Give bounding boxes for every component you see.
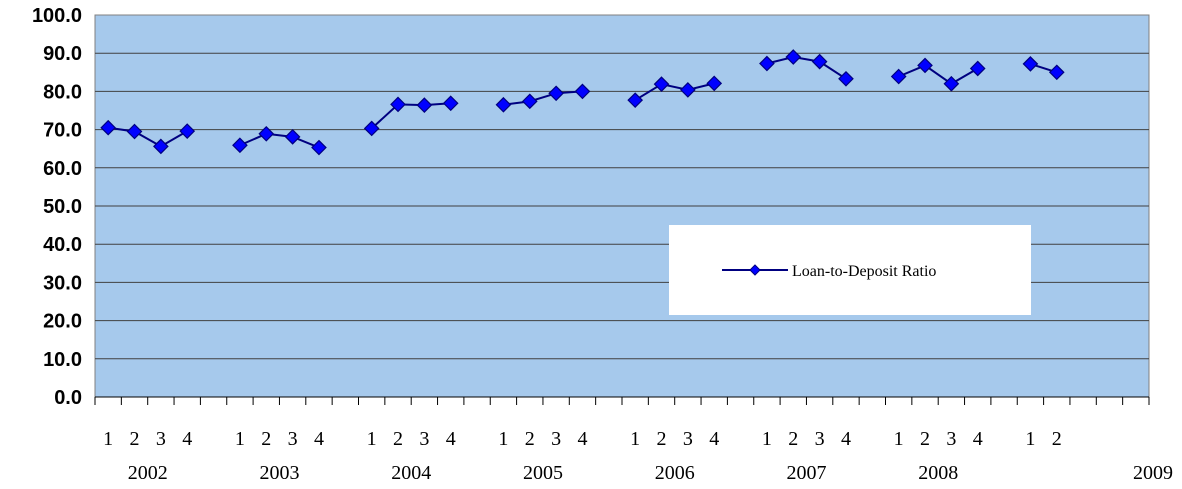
x-tick-label-quarter: 3 — [551, 428, 561, 450]
data-point-marker — [100, 119, 117, 136]
x-tick-label-quarter: 2 — [525, 428, 535, 450]
series-line-segment — [766, 55, 847, 80]
data-point-marker — [759, 55, 775, 72]
legend-marker-swatch — [749, 264, 761, 276]
x-tick-label-quarter: 3 — [419, 428, 429, 450]
x-tick-label-quarter: 1 — [762, 428, 772, 450]
series-line-segment — [239, 132, 320, 149]
series-line-segment — [108, 126, 188, 148]
data-point-marker — [706, 75, 723, 92]
y-tick-label: 30.0 — [43, 272, 82, 294]
y-tick-label: 90.0 — [43, 43, 82, 65]
data-point-marker — [943, 75, 960, 92]
data-point-marker — [838, 70, 854, 87]
y-tick-label: 0.0 — [54, 387, 82, 409]
x-tick-label-quarter: 2 — [261, 428, 271, 450]
data-point-marker — [548, 85, 564, 102]
x-tick-label-quarter: 4 — [182, 428, 192, 450]
series-loan-to-deposit-ratio — [100, 49, 1065, 156]
data-point-marker — [363, 120, 380, 137]
y-tick-label: 60.0 — [43, 158, 82, 180]
series-line-segment — [371, 102, 451, 130]
x-tick-label-quarter: 2 — [130, 428, 140, 450]
data-point-marker — [416, 97, 433, 114]
x-tick-label-year: 2005 — [523, 462, 563, 484]
x-tick-label-quarter: 3 — [288, 428, 298, 450]
y-tick-label: 80.0 — [43, 81, 82, 103]
data-point-marker — [390, 96, 406, 113]
x-tick-label-quarter: 4 — [577, 428, 587, 450]
data-point-marker — [442, 95, 459, 112]
data-point-marker — [126, 123, 143, 140]
data-point-marker — [179, 123, 196, 139]
x-tick-label-quarter: 3 — [815, 428, 825, 450]
data-point-marker — [1048, 64, 1065, 81]
x-tick-label-year: 2002 — [128, 462, 168, 484]
y-tick-label: 40.0 — [43, 234, 82, 256]
data-point-marker — [284, 129, 301, 145]
x-tick-label-quarter: 2 — [920, 428, 930, 450]
data-point-marker — [680, 82, 696, 98]
legend-label: Loan-to-Deposit Ratio — [792, 263, 936, 280]
x-tick-label-quarter: 1 — [103, 428, 113, 450]
x-tick-label-quarter: 1 — [1025, 428, 1035, 450]
series-line-segment — [634, 82, 715, 102]
x-tick-label-quarter: 3 — [946, 428, 956, 450]
data-point-marker — [1022, 56, 1039, 72]
x-tick-label-quarter: 2 — [788, 428, 798, 450]
x-tick-label-quarter: 4 — [709, 428, 719, 450]
data-point-marker — [811, 53, 828, 70]
data-point-marker — [521, 93, 538, 110]
x-tick-label-quarter: 2 — [1052, 428, 1062, 450]
data-point-marker — [969, 60, 986, 77]
data-point-marker — [258, 125, 275, 142]
x-tick-label-quarter: 1 — [235, 428, 245, 450]
data-point-marker — [627, 92, 644, 109]
series-line-segment — [503, 90, 583, 106]
data-point-marker — [890, 68, 907, 85]
x-tick-label-quarter: 1 — [498, 428, 508, 450]
y-axis-ticks: 0.0 10.0 20.0 30.0 40.0 50.0 60.0 70.0 80.0 90.0 1… — [32, 5, 82, 409]
x-tick-label-quarter: 2 — [657, 428, 667, 450]
data-point-marker — [232, 137, 248, 154]
series-line-segment — [898, 64, 979, 85]
y-tick-label: 100.0 — [32, 5, 82, 27]
data-point-marker — [917, 57, 933, 74]
x-tick-label-year: 2004 — [391, 462, 431, 484]
data-point-marker — [653, 76, 670, 92]
x-tick-label-quarter: 4 — [446, 428, 456, 450]
x-tick-label-quarter: 3 — [156, 428, 166, 450]
x-tick-label-quarter: 1 — [367, 428, 377, 450]
x-tick-label-quarter: 4 — [841, 428, 851, 450]
data-point-marker — [311, 139, 327, 156]
x-tick-label-quarter: 4 — [314, 428, 324, 450]
x-tick-label-quarter: 1 — [630, 428, 640, 450]
x-tick-label-year: 2003 — [259, 462, 299, 484]
gridlines — [95, 52, 1149, 360]
x-tick-label-quarter: 3 — [683, 428, 693, 450]
y-tick-label: 50.0 — [43, 196, 82, 218]
x-tick-label-year: 2008 — [918, 462, 958, 484]
x-tick-label-quarter: 1 — [894, 428, 904, 450]
y-tick-label: 70.0 — [43, 120, 82, 142]
x-tick-label-quarter: 2 — [393, 428, 403, 450]
data-point-marker — [495, 96, 512, 113]
data-point-marker — [785, 49, 802, 65]
x-tick-label-year: 2009 — [1133, 462, 1173, 484]
x-tick-label-year: 2006 — [655, 462, 695, 484]
data-point-marker — [153, 138, 169, 155]
data-point-marker — [574, 83, 591, 100]
x-tick-label-quarter: 4 — [973, 428, 983, 450]
y-tick-label: 10.0 — [43, 349, 82, 371]
y-tick-label: 20.0 — [43, 311, 82, 333]
legend: Loan-to-Deposit Ratio — [669, 225, 1031, 315]
x-tick-label-year: 2007 — [786, 462, 826, 484]
